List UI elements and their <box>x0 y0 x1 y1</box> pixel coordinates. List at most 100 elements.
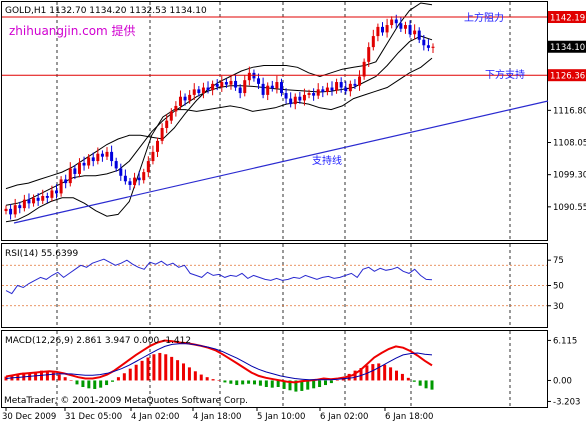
macd-line <box>5 339 433 384</box>
candle-body-21 <box>100 153 104 157</box>
macd-bar-33 <box>199 374 203 381</box>
candle-body-88 <box>408 25 412 35</box>
x-tick-label-1: 31 Dec 05:00 <box>65 412 122 422</box>
macd-bar-11 <box>69 380 73 381</box>
macd-bar-30 <box>182 363 185 381</box>
macd-bar-31 <box>187 367 191 381</box>
candle-body-48 <box>224 82 228 85</box>
x-tick-label-4: 5 Jan 10:00 <box>257 412 305 422</box>
rsi-tick-label-2: 30 <box>553 302 564 312</box>
candle-body-39 <box>183 96 187 101</box>
candle-body-89 <box>413 30 417 35</box>
macd-bar-65 <box>389 367 393 381</box>
candle-body-38 <box>178 96 182 106</box>
macd-bar-13 <box>81 380 85 388</box>
candle-body-34 <box>160 127 164 141</box>
rsi-tick-label-0: 75 <box>553 256 564 266</box>
candle-body-66 <box>307 93 311 95</box>
candle-body-65 <box>302 94 306 101</box>
macd-bar-44 <box>264 380 268 388</box>
candle-body-35 <box>165 120 169 128</box>
candle-body-47 <box>220 82 224 87</box>
macd-bar-9 <box>57 374 61 381</box>
candle-body-19 <box>91 157 95 162</box>
candle-body-45 <box>211 83 215 91</box>
macd-bar-42 <box>253 380 256 385</box>
macd-bar-47 <box>282 380 286 389</box>
macd-bar-8 <box>51 372 55 381</box>
candle-body-9 <box>45 195 49 198</box>
candle-body-80 <box>371 36 375 48</box>
candle-body-49 <box>229 80 233 85</box>
macd-bar-66 <box>395 370 398 381</box>
macd-bar-36 <box>217 380 221 381</box>
macd-tick-label-1: 0.00 <box>553 376 572 386</box>
annotation-support: 下方支持 <box>485 68 525 81</box>
macd-bar-50 <box>300 380 304 391</box>
candle-body-60 <box>279 82 283 94</box>
rsi-tick-label-1: 50 <box>553 282 564 292</box>
candle-body-82 <box>380 26 384 33</box>
candle-body-85 <box>394 19 398 24</box>
macd-bar-37 <box>223 380 227 383</box>
candle-body-13 <box>64 179 68 184</box>
candle-body-23 <box>110 151 114 162</box>
macd-bar-69 <box>412 380 416 382</box>
candle-body-27 <box>128 181 132 185</box>
candle-body-17 <box>82 162 86 166</box>
macd-bar-15 <box>93 380 97 389</box>
horizontal-lines: 1142.19 1126.36 <box>2 11 586 82</box>
candle-body-41 <box>192 89 196 95</box>
candle-body-93 <box>431 46 435 48</box>
macd-bar-20 <box>122 373 126 381</box>
macd-bar-64 <box>383 364 387 381</box>
candle-body-6 <box>32 197 36 204</box>
candle-body-61 <box>284 93 288 99</box>
candle-body-44 <box>206 87 210 91</box>
candle-body-57 <box>266 85 270 95</box>
macd-bar-55 <box>329 380 333 384</box>
x-tick-label-5: 6 Jan 02:00 <box>320 412 368 422</box>
x-tick-label-0: 30 Dec 2009 <box>2 412 56 422</box>
rsi-line <box>5 258 433 295</box>
price-tick-label-3: 1116.80 <box>553 106 586 116</box>
annotation-resistance: 上方阻力 <box>464 11 504 24</box>
time-grid <box>56 2 511 407</box>
macd-bar-54 <box>324 380 327 386</box>
price-axis: 1090.55 1099.30 1108.05 1116.80 1134.10 <box>547 40 586 213</box>
macd-bar-43 <box>258 380 262 386</box>
candle-body-29 <box>137 177 141 181</box>
candle-body-67 <box>312 93 316 96</box>
macd-bar-46 <box>276 380 280 388</box>
candles <box>4 14 435 220</box>
price-tick-label-1: 1099.30 <box>553 171 586 181</box>
candle-body-46 <box>215 83 219 87</box>
candle-body-76 <box>353 83 357 86</box>
candle-body-58 <box>270 85 274 89</box>
candle-body-56 <box>261 83 265 95</box>
candle-body-12 <box>59 179 63 194</box>
candle-body-14 <box>68 168 72 184</box>
candle-body-32 <box>151 151 155 162</box>
macd-bar-35 <box>211 379 215 381</box>
macd-bar-24 <box>146 357 150 381</box>
candle-body-7 <box>36 197 40 201</box>
hline-label-1: 1126.36 <box>550 72 585 82</box>
annotation-trendline: 支持线 <box>312 154 342 167</box>
candle-body-53 <box>247 72 251 81</box>
candle-body-55 <box>257 78 261 84</box>
x-tick-label-6: 6 Jan 18:00 <box>385 412 433 422</box>
candle-body-15 <box>73 168 77 174</box>
candle-body-79 <box>367 47 371 62</box>
macd-bar-29 <box>176 360 180 381</box>
macd-bar-4 <box>28 373 32 381</box>
macd-bar-48 <box>288 380 292 391</box>
hline-label-0: 1142.19 <box>550 14 585 24</box>
candle-body-25 <box>119 168 123 176</box>
candle-body-30 <box>142 172 146 181</box>
macd-tick-label-0: 6.115 <box>553 336 577 346</box>
candle-body-84 <box>390 19 394 26</box>
bollinger-upper <box>5 2 433 190</box>
macd-bar-14 <box>87 380 91 389</box>
candle-body-28 <box>133 177 137 185</box>
